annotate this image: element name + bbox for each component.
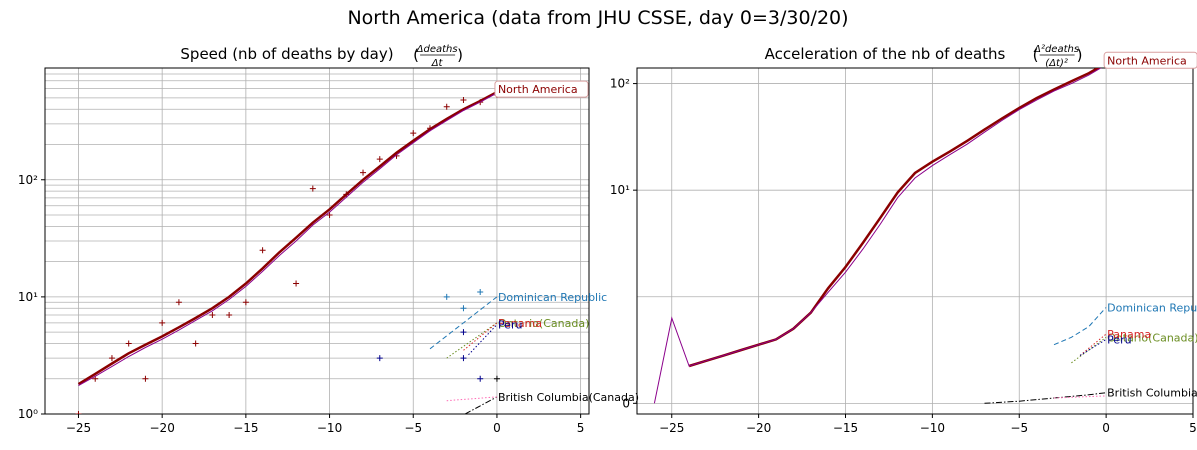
data-marker [75,411,82,414]
series-label: North America [498,83,578,96]
data-marker [393,152,400,159]
x-tick-label: −10 [317,421,342,435]
x-tick-label: −10 [920,421,945,435]
series-label-box [1103,51,1197,69]
data-marker [477,375,484,382]
data-marker [259,247,266,254]
data-marker [443,103,450,110]
data-marker [108,355,115,362]
data-marker [410,130,417,137]
data-marker [326,212,333,219]
series-line [463,322,498,351]
series-line [446,396,497,402]
series-label: North America [1107,54,1187,67]
series-label: Peru [498,319,523,332]
series-line [984,392,1107,404]
data-marker [460,96,467,103]
panel-title: Speed (nb of deaths by day) [180,45,393,63]
series-line [1071,336,1107,364]
y-tick-label: 10¹ [610,183,630,197]
series-line [1079,338,1107,356]
series-line [1079,333,1107,356]
x-tick-label: 5 [1189,421,1197,435]
data-marker [376,355,383,362]
series-label: Panama [1107,328,1151,341]
y-tick-label: 0 [622,396,630,410]
data-marker [209,312,216,319]
series-label: British Columbia(Canada) [498,391,639,404]
data-marker [226,312,233,319]
data-marker [159,319,166,326]
acceleration-panel: Acceleration of the nb of deaths (Δ²death… [610,44,1197,435]
x-tick-label: −20 [150,421,175,435]
data-marker [242,299,249,306]
series-label: Peru [1107,333,1132,346]
data-marker [460,305,467,312]
series-line [653,68,1102,404]
series-group [653,68,1107,404]
formula-numerator: Δdeaths [416,44,458,55]
x-tick-label: −20 [746,421,771,435]
series-line [464,396,498,414]
series-label: Panama [498,317,542,330]
data-marker [125,340,132,347]
data-marker [293,280,300,287]
series-group [75,90,500,414]
series-line [77,90,498,386]
series-label: British Columbia(Canada) [1107,387,1197,400]
axes-frame [636,67,1194,415]
data-marker [460,355,467,362]
x-tick-label: 5 [577,421,585,435]
data-marker [360,169,367,176]
x-tick-label: 0 [1102,421,1110,435]
series-label: Dominican Republic [498,291,607,304]
x-tick-label: −15 [833,421,858,435]
y-tick-label: 10⁰ [18,407,38,421]
data-marker [309,185,316,192]
formula-paren: ) [457,46,463,64]
series-line [1053,395,1107,399]
data-marker [142,375,149,382]
data-marker [443,293,450,300]
x-tick-label: 0 [493,421,501,435]
data-marker [192,340,199,347]
formula-paren: ( [413,46,419,64]
formula-denominator: (Δt)² [1045,58,1068,69]
series-label: Dominican Republic [1107,301,1197,314]
data-marker [460,329,467,336]
x-tick-label: −15 [233,421,258,435]
series-label: Ontario(Canada) [498,317,589,330]
x-tick-label: −5 [404,421,422,435]
series-line [1053,307,1107,346]
series-line [78,92,498,386]
speed-panel: Speed (nb of deaths by day) (Δdeaths Δt) −2… [18,44,639,435]
y-tick-label: 10² [18,173,38,187]
series-line [429,296,498,350]
figure-title: North America (data from JHU CSSE, day 0… [347,7,848,29]
series-line [688,68,1101,368]
data-marker [343,191,350,198]
series-label: Ontario(Canada) [1107,331,1197,344]
x-tick-label: −25 [659,421,684,435]
y-tick-label: 10² [610,77,630,91]
data-marker [376,156,383,163]
x-tick-label: −5 [1010,421,1028,435]
x-tick-label: −25 [66,421,91,435]
series-line [446,322,498,359]
formula-denominator: Δt [431,58,444,69]
series-label-box [494,80,589,98]
panel-title: Acceleration of the nb of deaths [765,45,1006,63]
formula-paren: ) [1077,46,1083,64]
axes-frame [44,67,590,415]
data-marker [175,299,182,306]
y-tick-label: 10¹ [18,290,38,304]
formula-paren: ( [1033,46,1039,64]
data-marker [477,289,484,296]
data-marker [493,375,500,382]
formula-numerator: Δ²deaths [1033,44,1079,55]
